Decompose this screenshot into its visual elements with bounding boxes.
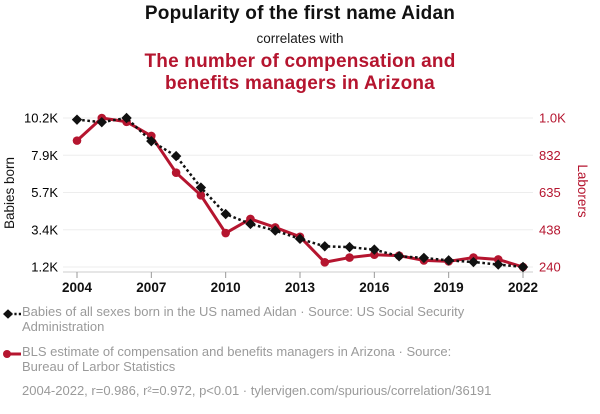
babies-point bbox=[294, 233, 306, 245]
laborers-point bbox=[196, 191, 206, 200]
secondary-title: The number of compensation and benefits … bbox=[0, 51, 600, 95]
babies-point bbox=[443, 255, 454, 266]
x-axis-tick-label: 2019 bbox=[434, 280, 464, 295]
right-axis-title: Laborers bbox=[575, 164, 590, 218]
babies-point bbox=[393, 251, 405, 262]
red-circle-solid-marker-icon bbox=[3, 350, 21, 358]
legend-laborers-line2: Bureau of Larbor Statistics bbox=[22, 359, 176, 374]
babies-point bbox=[121, 112, 132, 124]
babies-point bbox=[170, 150, 182, 162]
babies-point bbox=[493, 259, 504, 270]
x-axis-tick-label: 2004 bbox=[62, 280, 93, 295]
x-axis-tick-label: 2010 bbox=[211, 280, 241, 295]
x-axis-tick-label: 2013 bbox=[285, 280, 316, 295]
legend-babies-line1: Babies of all sexes born in the US named… bbox=[22, 304, 465, 319]
laborers-point bbox=[72, 136, 82, 145]
babies-point bbox=[270, 225, 281, 236]
legend-item-babies: Babies of all sexes born in the US named… bbox=[2, 304, 592, 334]
chart-svg: 10.2K 7.9K 5.7K 3.4K 1.2K 1.0K 832 635 438 240 200… bbox=[2, 111, 590, 296]
right-axis-tick-label: 438 bbox=[539, 222, 561, 237]
left-axis-tick-label: 10.2K bbox=[24, 111, 58, 126]
babies-point bbox=[517, 261, 529, 273]
babies-point bbox=[369, 244, 380, 255]
babies-point bbox=[418, 252, 430, 264]
black-diamond-dotted-marker-icon bbox=[3, 309, 22, 319]
legend-text-laborers: BLS estimate of compensation and benefit… bbox=[22, 344, 592, 374]
babies-point bbox=[468, 256, 479, 268]
secondary-title-line2: benefits managers in Arizona bbox=[165, 73, 435, 94]
left-axis-tick-label: 5.7K bbox=[31, 185, 58, 200]
legend-text-babies: Babies of all sexes born in the US named… bbox=[22, 304, 592, 334]
legend-babies-line2: Administration bbox=[22, 319, 105, 334]
secondary-title-line1: The number of compensation and bbox=[144, 51, 456, 72]
laborers-point bbox=[320, 257, 330, 267]
legend-item-laborers: BLS estimate of compensation and benefit… bbox=[2, 344, 592, 374]
correlates-with-text: correlates with bbox=[256, 31, 344, 46]
x-axis-tick-label: 2007 bbox=[136, 280, 166, 295]
babies-point bbox=[220, 208, 231, 220]
laborers-point bbox=[221, 228, 230, 238]
right-axis-tick-label: 635 bbox=[539, 185, 561, 200]
stats-and-url-text: 2004-2022, r=0.986, r²=0.972, p<0.01 · t… bbox=[22, 383, 492, 398]
left-axis-tick-label: 1.2K bbox=[31, 260, 58, 275]
right-axis-tick-label: 832 bbox=[539, 148, 561, 163]
laborers-point bbox=[171, 168, 181, 177]
left-axis-tick-label: 7.9K bbox=[31, 148, 58, 163]
babies-point bbox=[146, 135, 157, 147]
babies-point bbox=[71, 114, 83, 125]
laborers-point bbox=[345, 253, 354, 262]
babies-point bbox=[319, 241, 330, 252]
right-axis-tick-label: 1.0K bbox=[539, 111, 566, 126]
babies-point bbox=[344, 241, 355, 253]
right-axis-tick-label: 240 bbox=[539, 260, 561, 275]
babies-point bbox=[195, 182, 207, 193]
left-axis-tick-label: 3.4K bbox=[31, 222, 58, 237]
x-axis-tick-label: 2016 bbox=[359, 280, 390, 295]
left-axis-title: Babies born bbox=[2, 157, 17, 229]
legend-laborers-line1: BLS estimate of compensation and benefit… bbox=[22, 344, 452, 359]
page-title: Popularity of the first name Aidan bbox=[144, 3, 456, 24]
babies-point bbox=[245, 218, 256, 230]
x-axis-tick-label: 2022 bbox=[508, 280, 538, 295]
